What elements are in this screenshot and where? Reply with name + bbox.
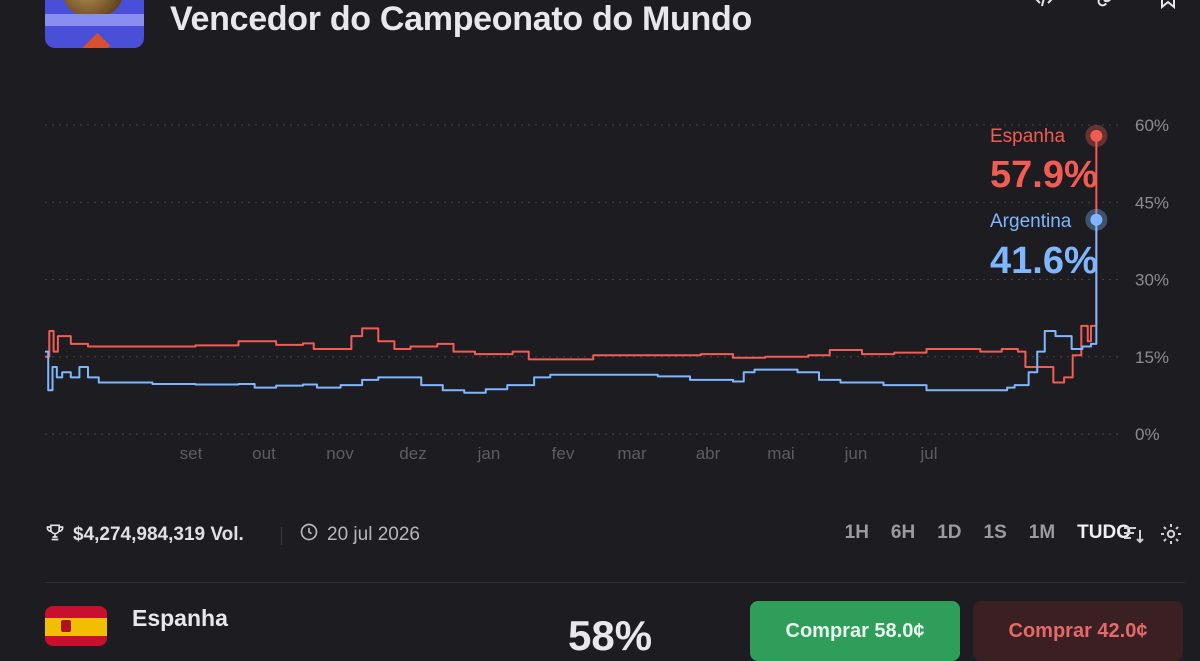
volume: $4,274,984,319 Vol. — [45, 522, 244, 548]
range-tudo[interactable]: TUDO — [1077, 522, 1131, 543]
y-tick-label: 30% — [1135, 271, 1169, 290]
x-tick-label: set — [180, 444, 203, 463]
gear-icon[interactable] — [1159, 522, 1183, 552]
x-axis: set out nov dez jan fev mar abr mai jun jul — [180, 444, 938, 463]
chart-grid — [45, 124, 1120, 435]
range-1m[interactable]: 1M — [1028, 522, 1056, 543]
endpoint-dot-argentina — [1090, 213, 1103, 226]
x-tick-label: dez — [399, 444, 426, 463]
range-1d[interactable]: 1D — [937, 522, 962, 543]
outcome-percent: 58% — [568, 612, 653, 659]
series-labels: Espanha 57.9% Argentina 41.6% — [990, 126, 1098, 282]
series-value-label: 41.6% — [990, 240, 1098, 282]
x-tick-label: nov — [326, 444, 354, 463]
section-divider — [45, 582, 1185, 583]
trophy-icon — [45, 522, 65, 548]
y-tick-label: 15% — [1135, 348, 1169, 367]
end-date-text: 20 jul 2026 — [327, 524, 420, 545]
range-1h[interactable]: 1H — [844, 522, 869, 543]
volume-text: $4,274,984,319 Vol. — [73, 524, 244, 545]
x-tick-label: fev — [552, 444, 575, 463]
endpoint-dot-espanha — [1090, 129, 1103, 142]
buy-no-button[interactable]: Comprar 42.0¢ — [973, 601, 1183, 661]
y-tick-label: 45% — [1135, 193, 1169, 212]
y-tick-label: 0% — [1135, 425, 1160, 444]
spain-flag — [45, 606, 107, 646]
chart-footer: $4,274,984,319 Vol. 20 jul 2026 1H 6H 1D… — [45, 522, 1185, 550]
series-line-espanha — [45, 135, 1098, 384]
x-tick-label: mar — [617, 444, 647, 463]
footer-divider — [281, 527, 282, 545]
x-tick-label: jan — [477, 444, 501, 463]
outcome-name: Espanha — [132, 605, 228, 631]
sort-icon[interactable] — [1121, 522, 1145, 552]
buy-yes-button[interactable]: Comprar 58.0¢ — [750, 601, 960, 661]
header-actions — [1032, 0, 1180, 10]
x-tick-label: out — [252, 444, 276, 463]
y-axis: 60% 45% 30% 15% 0% — [1135, 116, 1169, 444]
bookmark-icon[interactable] — [1156, 0, 1180, 10]
series-name-label: Espanha — [990, 126, 1065, 147]
x-tick-label: abr — [696, 444, 721, 463]
x-tick-label: jun — [844, 444, 868, 463]
range-1s[interactable]: 1S — [983, 522, 1007, 543]
series-name-label: Argentina — [990, 211, 1072, 232]
series-line-argentina — [45, 219, 1098, 394]
link-icon[interactable] — [1094, 0, 1118, 10]
clock-icon — [299, 522, 319, 548]
series-value-label: 57.9% — [990, 154, 1098, 196]
x-tick-label: jul — [919, 444, 937, 463]
chart-series — [45, 124, 1108, 394]
range-6h[interactable]: 6H — [890, 522, 916, 543]
page-title: Vencedor do Campeonato do Mundo — [170, 0, 752, 38]
market-logo — [45, 0, 144, 48]
end-date: 20 jul 2026 — [299, 522, 420, 548]
price-chart: 60% 45% 30% 15% 0% set out nov dez jan fev mar abr m… — [45, 116, 1169, 463]
y-tick-label: 60% — [1135, 116, 1169, 135]
range-selector: 1H 6H 1D 1S 1M TUDO — [845, 522, 1131, 544]
x-tick-label: mai — [767, 444, 794, 463]
code-icon[interactable] — [1032, 0, 1056, 10]
